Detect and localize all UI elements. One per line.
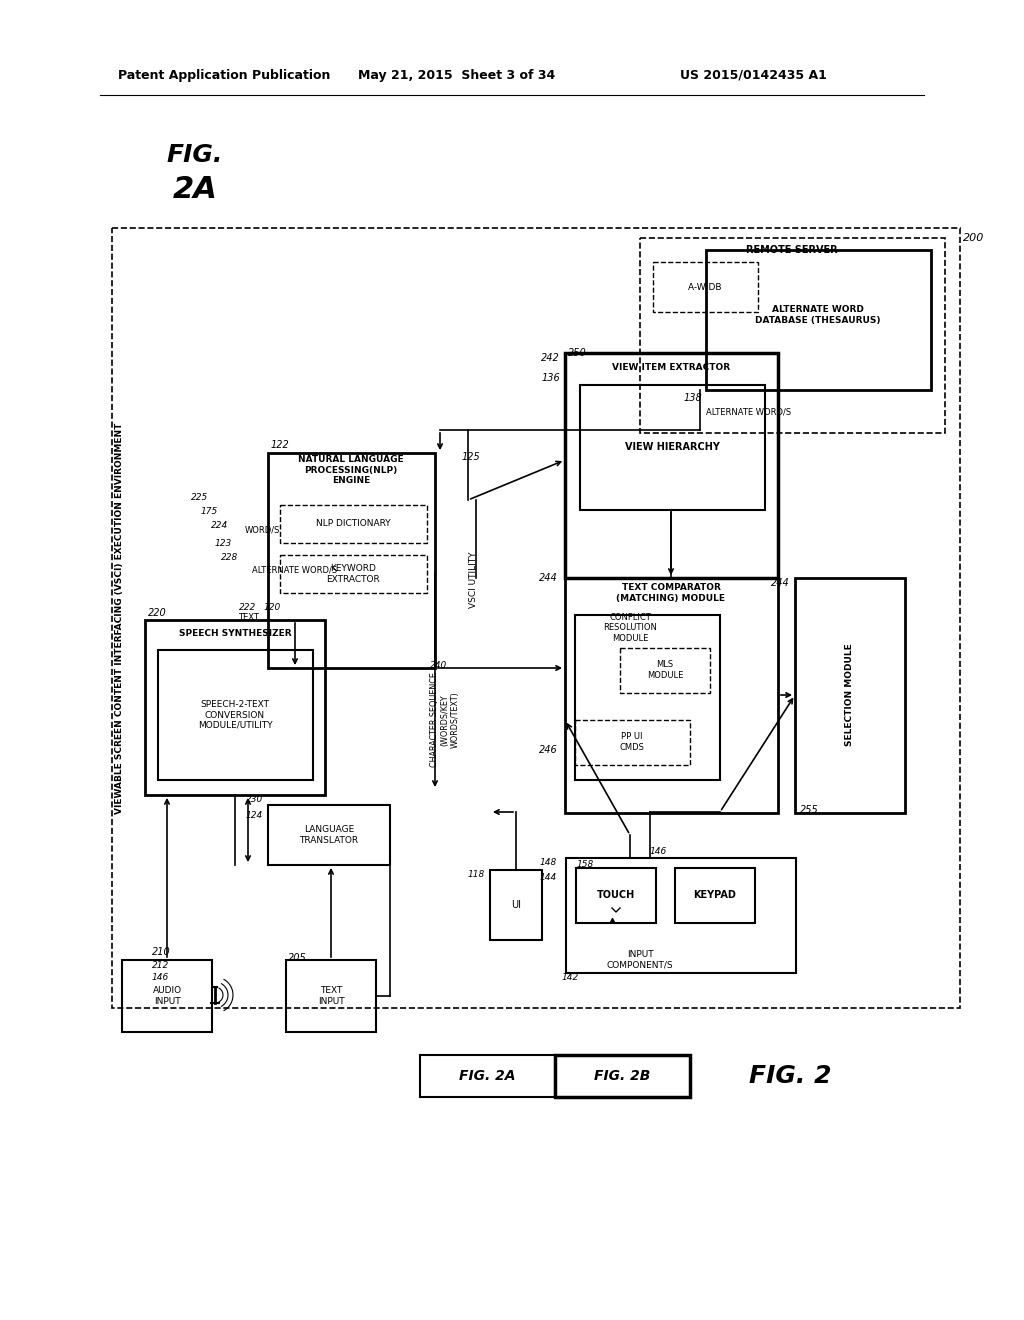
Text: VIEW ITEM EXTRACTOR: VIEW ITEM EXTRACTOR [612, 363, 730, 372]
Bar [420, 1055, 555, 1097]
Text: 246: 246 [540, 744, 558, 755]
Text: 125: 125 [462, 451, 480, 462]
Bar [675, 869, 755, 923]
Bar [565, 352, 778, 578]
Text: REMOTE SERVER: REMOTE SERVER [746, 246, 838, 255]
Text: 138: 138 [683, 393, 702, 403]
Text: 144: 144 [540, 873, 557, 882]
Bar [268, 453, 435, 668]
Text: AUDIO
INPUT: AUDIO INPUT [153, 986, 181, 1006]
Bar [575, 719, 690, 766]
Bar [795, 578, 905, 813]
Text: 228: 228 [221, 553, 238, 561]
Text: SPEECH-2-TEXT
CONVERSION
MODULE/UTILITY: SPEECH-2-TEXT CONVERSION MODULE/UTILITY [198, 700, 272, 730]
Text: WORD/S: WORD/S [245, 525, 281, 535]
Text: US 2015/0142435 A1: US 2015/0142435 A1 [680, 69, 826, 82]
Text: 255: 255 [800, 805, 819, 814]
Text: CHARACTER SEQUENCE
(WORDS/KEY
WORDS/TEXT): CHARACTER SEQUENCE (WORDS/KEY WORDS/TEXT… [430, 673, 460, 767]
Text: 123: 123 [215, 539, 232, 548]
Text: INPUT
COMPONENT/S: INPUT COMPONENT/S [606, 950, 674, 970]
Text: KEYPAD: KEYPAD [693, 890, 736, 900]
Text: 124: 124 [246, 810, 263, 820]
Text: 120: 120 [264, 602, 282, 611]
Text: 200: 200 [963, 234, 984, 243]
Text: 244: 244 [771, 578, 790, 587]
Bar [575, 869, 656, 923]
Bar [566, 858, 796, 973]
Bar [620, 648, 710, 693]
Text: 220: 220 [148, 609, 167, 618]
Text: 212: 212 [152, 961, 169, 969]
Bar [112, 228, 961, 1008]
Text: A-W DB: A-W DB [688, 282, 722, 292]
Text: FIG. 2B: FIG. 2B [594, 1069, 650, 1082]
Text: 244: 244 [540, 573, 558, 583]
Text: TEXT
INPUT: TEXT INPUT [317, 986, 344, 1006]
Bar [490, 870, 542, 940]
Text: NLP DICTIONARY: NLP DICTIONARY [315, 520, 390, 528]
Bar [268, 805, 390, 865]
Text: 146: 146 [152, 974, 169, 982]
Text: 205: 205 [288, 953, 307, 964]
Text: 224: 224 [211, 520, 228, 529]
Text: VIEWABLE SCREEN CONTENT INTERFACING (VSCI) EXECUTION ENVIRONMENT: VIEWABLE SCREEN CONTENT INTERFACING (VSC… [116, 422, 125, 813]
Text: ALTERNATE WORD/S: ALTERNATE WORD/S [252, 565, 337, 574]
Bar [280, 506, 427, 543]
Text: 122: 122 [271, 440, 290, 450]
Text: 175: 175 [201, 507, 218, 516]
Text: ALTERNATE WORD
DATABASE (THESAURUS): ALTERNATE WORD DATABASE (THESAURUS) [756, 305, 881, 325]
Text: 118: 118 [468, 870, 485, 879]
Text: NATURAL LANGUAGE
PROCESSING(NLP)
ENGINE: NATURAL LANGUAGE PROCESSING(NLP) ENGINE [298, 455, 403, 484]
Text: LANGUAGE
TRANSLATOR: LANGUAGE TRANSLATOR [299, 825, 358, 845]
Bar [145, 620, 325, 795]
Text: SPEECH SYNTHESIZER: SPEECH SYNTHESIZER [178, 628, 291, 638]
Text: 136: 136 [542, 374, 560, 383]
Text: FIG.: FIG. [167, 143, 223, 168]
Text: FIG. 2A: FIG. 2A [459, 1069, 515, 1082]
Text: May 21, 2015  Sheet 3 of 34: May 21, 2015 Sheet 3 of 34 [358, 69, 555, 82]
Text: 240: 240 [430, 660, 447, 669]
Bar [575, 615, 720, 780]
Text: 242: 242 [542, 352, 560, 363]
Text: ALTERNATE WORD/S: ALTERNATE WORD/S [706, 408, 792, 417]
Text: 250: 250 [568, 348, 587, 358]
Bar [280, 554, 427, 593]
Text: TEXT COMPARATOR
(MATCHING) MODULE: TEXT COMPARATOR (MATCHING) MODULE [616, 583, 725, 603]
Text: 222: 222 [240, 602, 257, 611]
Text: SELECTION MODULE: SELECTION MODULE [846, 644, 854, 746]
Bar [706, 249, 931, 389]
Bar [565, 578, 778, 813]
Text: TEXT: TEXT [238, 612, 258, 622]
Text: 148: 148 [540, 858, 557, 867]
Text: Patent Application Publication: Patent Application Publication [118, 69, 331, 82]
Text: KEYWORD
EXTRACTOR: KEYWORD EXTRACTOR [326, 565, 380, 583]
Bar [158, 649, 313, 780]
Text: UI: UI [511, 900, 521, 909]
Bar [122, 960, 212, 1032]
Text: 2A: 2A [173, 176, 217, 205]
Text: 230: 230 [246, 796, 263, 804]
Bar [580, 385, 765, 510]
Text: FIG. 2: FIG. 2 [749, 1064, 831, 1088]
Bar [640, 238, 945, 433]
Bar [286, 960, 376, 1032]
Text: MLS
MODULE: MLS MODULE [647, 660, 683, 680]
Text: 210: 210 [152, 946, 171, 957]
Text: VSCI UTILITY: VSCI UTILITY [469, 552, 477, 609]
Text: TOUCH: TOUCH [597, 890, 635, 900]
Bar [555, 1055, 690, 1097]
Text: 146: 146 [650, 847, 668, 857]
Text: VIEW HIERARCHY: VIEW HIERARCHY [625, 442, 720, 451]
Text: CONFLICT
RESOLUTION
MODULE: CONFLICT RESOLUTION MODULE [603, 612, 657, 643]
Bar [653, 261, 758, 312]
Text: PP UI
CMDS: PP UI CMDS [620, 733, 644, 751]
Text: 158: 158 [577, 861, 594, 869]
Text: 225: 225 [190, 492, 208, 502]
Text: 142: 142 [562, 974, 580, 982]
